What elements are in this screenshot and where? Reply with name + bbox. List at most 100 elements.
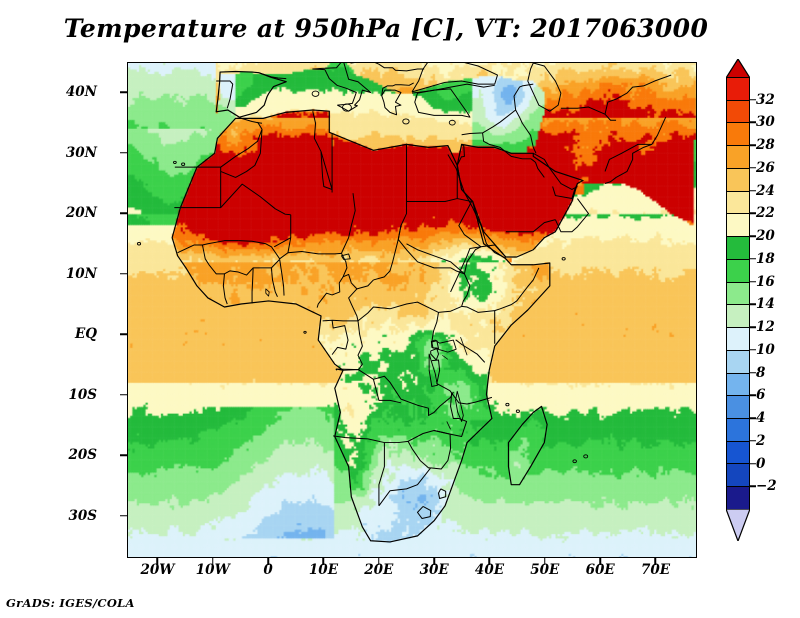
longitude-tick-label: 20W [140, 562, 175, 578]
map-line [430, 339, 457, 353]
map-line [447, 154, 506, 259]
colorbar-tick-mark [750, 417, 756, 419]
colorbar-tick-label: 10 [756, 341, 775, 358]
map-line [238, 214, 292, 260]
colorbar-band [727, 350, 749, 374]
map-island [561, 257, 566, 261]
map-island [505, 402, 510, 407]
colorbar-band [727, 373, 749, 397]
colorbar-tick-label: 32 [756, 91, 775, 108]
map-line [461, 109, 516, 136]
map-line [458, 201, 482, 248]
map-line [174, 166, 222, 208]
colorbar-tick-mark [750, 280, 756, 283]
latitude-tick-mark [120, 91, 127, 93]
map-line [312, 63, 372, 112]
map-island [448, 119, 456, 126]
latitude-tick-label: 40N [65, 84, 97, 101]
map-line [507, 405, 548, 486]
map-island [173, 160, 177, 164]
longitude-tick-mark [488, 558, 491, 565]
colorbar-cap-top [724, 57, 752, 79]
colorbar-tick-mark [750, 189, 756, 192]
longitude-tick-label: 10E [308, 562, 338, 578]
map-line [335, 368, 338, 371]
map-line [431, 312, 439, 343]
colorbar-tick-mark [750, 485, 756, 487]
map-line [251, 267, 254, 304]
map-line [341, 253, 351, 260]
latitude-tick-label: 10S [68, 386, 97, 403]
latitude-tick-label: 10N [65, 265, 97, 282]
map-line [407, 430, 452, 470]
map-line [356, 279, 374, 290]
longitude-tick-label: 30E [419, 562, 449, 578]
latitude-tick-label: 20N [65, 205, 97, 222]
colorbar-band [727, 214, 749, 238]
colorbar-tick-label: 20 [756, 228, 775, 245]
colorbar-tick-label: 28 [756, 137, 775, 154]
map-line [222, 273, 228, 305]
colorbar-band [727, 100, 749, 124]
map-line [533, 152, 578, 190]
colorbar-band [727, 168, 749, 192]
map-line [174, 183, 291, 216]
latitude-tick-mark [120, 454, 127, 456]
longitude-tick-mark [433, 558, 435, 565]
map-line [378, 467, 432, 507]
colorbar-band [727, 123, 749, 147]
map-line [442, 354, 449, 360]
credit-text: GrADS: IGES/COLA [6, 596, 135, 610]
colorbar-cap-bottom [725, 508, 751, 543]
longitude-tick-mark [156, 558, 159, 565]
map-line [406, 243, 465, 275]
map-line [431, 359, 493, 405]
map-line [456, 156, 463, 199]
map-island [136, 242, 142, 246]
map-line [461, 244, 507, 307]
colorbar-tick-label: 6 [756, 387, 766, 404]
map-overlay-borders [136, 63, 672, 543]
map-plot-area [127, 62, 697, 558]
map-line [428, 353, 438, 387]
map-line [381, 89, 402, 116]
map-line [373, 239, 399, 281]
map-line [397, 225, 402, 240]
colorbar-tick-mark [750, 303, 756, 306]
map-line [333, 435, 385, 506]
colorbar-band [727, 282, 749, 306]
map-line [215, 70, 287, 118]
map-line [335, 368, 429, 409]
map-line [258, 72, 287, 80]
map-line [554, 198, 589, 233]
map-line [604, 74, 672, 115]
map-line [513, 83, 534, 111]
colorbar-band [727, 487, 749, 510]
map-line [560, 106, 617, 121]
map-line [357, 301, 439, 322]
longitude-tick-label: 40E [474, 562, 505, 578]
map-line [414, 88, 471, 118]
map-line [530, 158, 545, 178]
map-line [287, 251, 342, 255]
map-line [604, 143, 652, 172]
map-line [397, 143, 408, 240]
map-line [515, 109, 537, 154]
map-island [515, 409, 520, 413]
latitude-tick-label: 30N [65, 144, 97, 161]
colorbar-tick-mark [750, 212, 756, 215]
latitude-tick-mark [120, 151, 127, 154]
map-line [455, 339, 486, 363]
map-island [583, 454, 589, 459]
colorbar-band [727, 78, 749, 101]
map-line [322, 319, 358, 322]
latitude-tick-label: 30S [68, 507, 97, 524]
map-line [270, 267, 278, 297]
map-line [482, 132, 532, 160]
colorbar-tick-label: 4 [756, 410, 766, 427]
map-island [303, 330, 307, 334]
colorbar-tick-label: 18 [756, 250, 775, 267]
colorbar-tick-mark [750, 235, 756, 237]
longitude-tick-label: 60E [585, 562, 615, 578]
map-line [335, 320, 363, 371]
